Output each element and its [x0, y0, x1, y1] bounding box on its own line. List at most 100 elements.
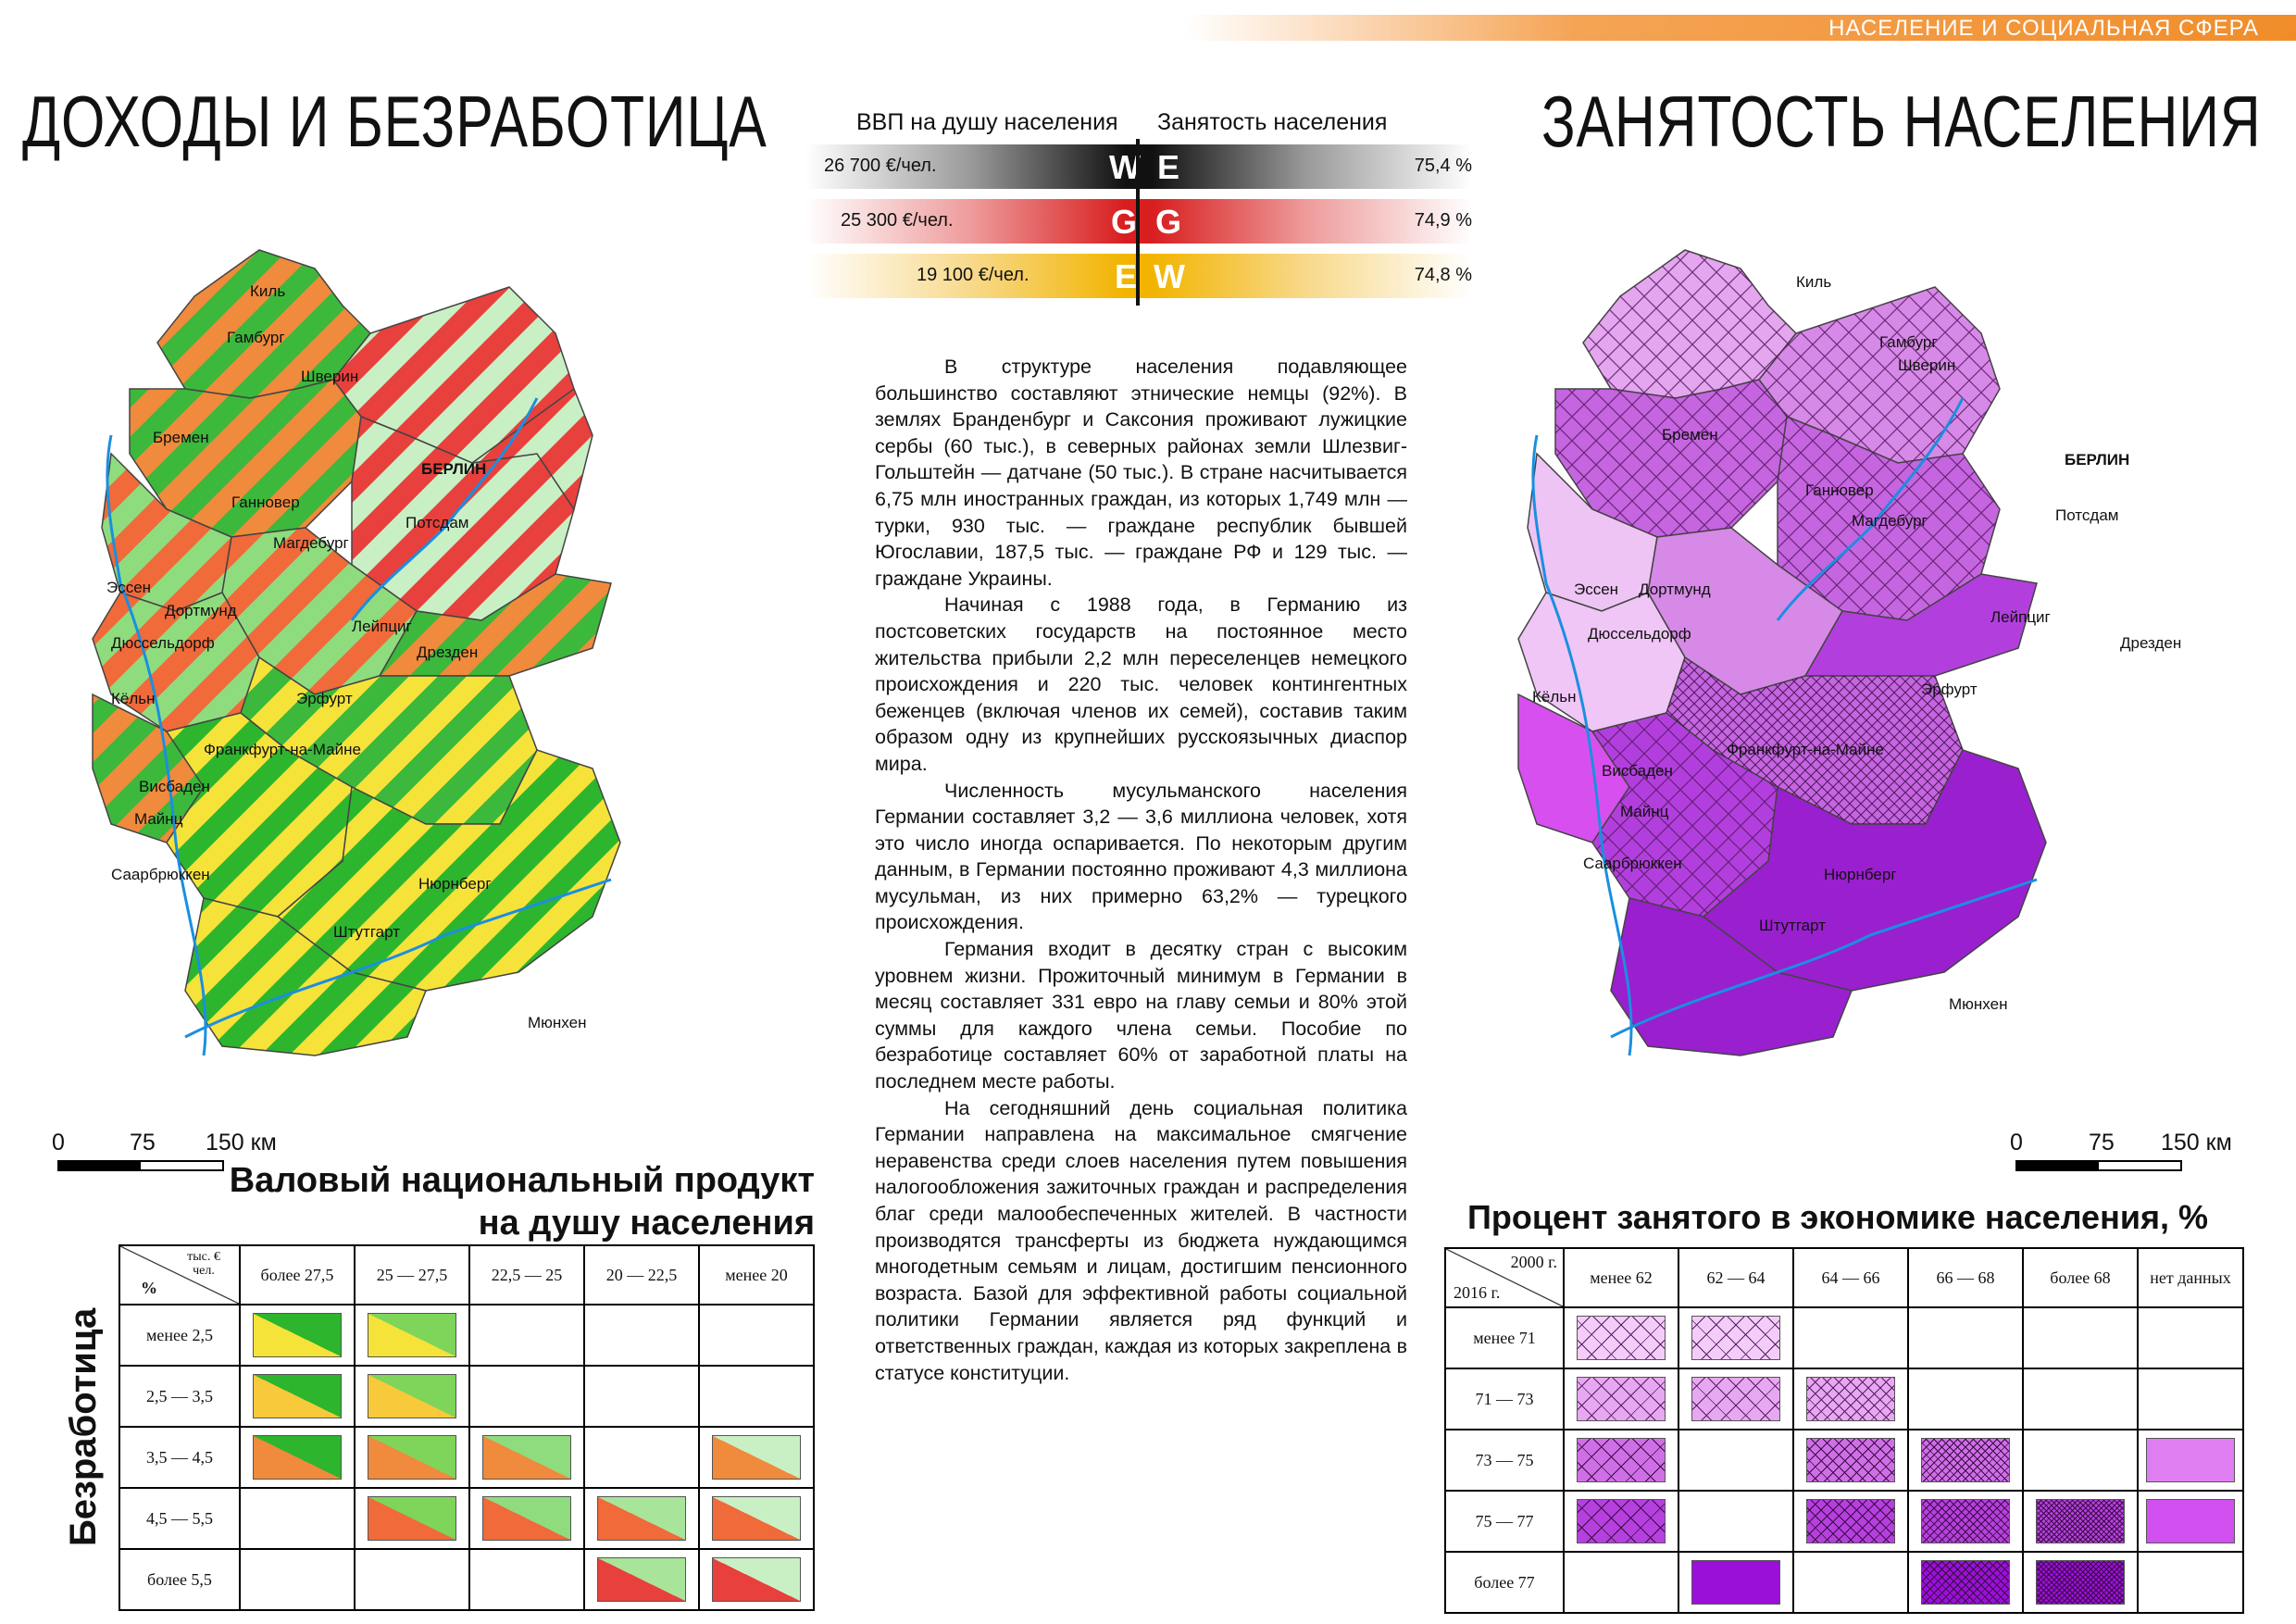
map-city-label: Майнц	[1620, 803, 1669, 820]
map-city-label: Кёльн	[1532, 688, 1577, 706]
right-legend-row-header: менее 71	[1444, 1306, 1565, 1369]
legend-swatch	[482, 1496, 571, 1541]
right-legend-col-header: нет данных	[2137, 1247, 2244, 1308]
legend-swatch	[1806, 1377, 1895, 1421]
left-map-city-labels: Киль Гамбург Шверин Бремен БЕРЛИН Потсда…	[106, 282, 586, 1031]
map-city-label: Дюссельдорф	[111, 634, 215, 652]
map-city-label: Дрезден	[2120, 634, 2181, 652]
legend-swatch	[2146, 1438, 2235, 1482]
left-legend-corner: тыс. € чел. %	[119, 1244, 241, 1305]
map-regions	[92, 249, 621, 1056]
left-legend-title-line1: Валовый национальный продукт	[229, 1161, 815, 1200]
legend-swatch	[712, 1557, 801, 1602]
paragraph-1: В структуре населения подавляющее больши…	[875, 356, 1407, 590]
legend-swatch	[482, 1435, 571, 1480]
compare-emp-3: 74,8 %	[1414, 265, 1472, 285]
paragraph-2: Начиная с 1988 года, в Германию из постс…	[875, 593, 1407, 775]
right-page-title: ЗАНЯТОСТЬ НАСЕЛЕНИЯ	[1541, 81, 2262, 162]
map-city-label: Франкфурт-на-Майне	[1727, 741, 1884, 758]
map-city-label: Дюссельдорф	[1588, 625, 1691, 643]
left-legend-col-header: 20 — 22,5	[583, 1244, 700, 1305]
map-city-label: Штутгарт	[1759, 917, 1826, 934]
legend-swatch	[1691, 1560, 1780, 1605]
map-city-label: Лейпциг	[1990, 608, 2051, 626]
legend-swatch	[597, 1557, 686, 1602]
compare-right-letter-1: E	[1157, 148, 1180, 186]
map-city-label: Франкфурт-на-Майне	[204, 741, 361, 758]
legend-swatch	[1921, 1499, 2010, 1543]
legend-swatch	[368, 1496, 456, 1541]
map-city-label: Ганновер	[1805, 481, 1874, 499]
map-city-label: Саарбрюккен	[1583, 855, 1682, 872]
employment-map: Киль Гамбург Шверин Бремен БЕРЛИН Потсда…	[1517, 249, 2181, 1056]
map-city-label: Гамбург	[227, 329, 285, 346]
compare-right-letter-3: W	[1154, 257, 1185, 295]
map-city-label: Бремен	[153, 429, 209, 446]
legend-swatch	[1806, 1499, 1895, 1543]
left-scale-150: 150 км	[206, 1130, 277, 1156]
compare-left-letter-3: E	[1115, 257, 1138, 295]
left-legend-row-header: 3,5 — 4,5	[119, 1426, 241, 1489]
right-legend-table: 2000 г. 2016 г. менее 62 62 — 64 64 — 66…	[1444, 1247, 2244, 1614]
legend-swatch	[368, 1435, 456, 1480]
map-city-label: Нюрнберг	[418, 875, 492, 893]
compare-gdp-1: 26 700 €/чел.	[824, 156, 937, 176]
map-city-label: Эрфурт	[1921, 681, 1978, 698]
legend-swatch	[1577, 1438, 1666, 1482]
legend-swatch	[597, 1496, 686, 1541]
map-city-label: Дрезден	[417, 643, 478, 661]
map-city-label: Дортмунд	[165, 602, 237, 619]
compare-emp-2: 74,9 %	[1414, 210, 1472, 231]
map-rivers	[1531, 397, 2038, 1056]
compare-gdp-2: 25 300 €/чел.	[841, 210, 954, 231]
legend-swatch	[1921, 1560, 2010, 1605]
compare-right-letter-2: G	[1155, 203, 1182, 241]
map-city-label: Эссен	[1574, 581, 1618, 598]
map-city-label: Мюнхен	[528, 1014, 586, 1031]
right-legend-col-header: менее 62	[1563, 1247, 1679, 1308]
right-legend-corner: 2000 г. 2016 г.	[1444, 1247, 1565, 1308]
right-scale-150: 150 км	[2161, 1130, 2232, 1156]
right-scale-bar	[2015, 1160, 2182, 1171]
section-header-label: НАСЕЛЕНИЕ И СОЦИАЛЬНАЯ СФЕРА	[1828, 16, 2259, 41]
legend-swatch	[368, 1313, 456, 1357]
legend-swatch	[2036, 1499, 2125, 1543]
right-legend-row-header: 73 — 75	[1444, 1429, 1565, 1492]
legend-swatch	[1577, 1377, 1666, 1421]
paragraph-5: На сегодняшний день социальная политика …	[875, 1096, 1407, 1384]
right-legend-col-header: 66 — 68	[1907, 1247, 2024, 1308]
section-header-bar	[1185, 15, 2296, 41]
compare-left-letter-2: G	[1111, 203, 1138, 241]
map-city-label: Мюнхен	[1949, 995, 2007, 1013]
legend-swatch	[1691, 1377, 1780, 1421]
map-city-label: Лейпциг	[352, 618, 412, 635]
map-city-label: Бремен	[1662, 426, 1718, 443]
paragraph-3: Численность мусульманского населения Гер…	[875, 779, 1407, 934]
left-legend-row-header: 2,5 — 3,5	[119, 1365, 241, 1428]
right-legend-row-header: более 77	[1444, 1551, 1565, 1614]
left-legend-table: тыс. € чел. % более 27,5 25 — 27,5 22,5 …	[119, 1244, 815, 1611]
left-page-title: ДОХОДЫ И БЕЗРАБОТИЦА	[22, 81, 767, 162]
map-city-label: Ганновер	[231, 493, 300, 511]
legend-swatch	[1921, 1438, 2010, 1482]
compare-divider	[1136, 139, 1140, 306]
left-legend-row-header: более 5,5	[119, 1548, 241, 1611]
legend-swatch	[2146, 1499, 2235, 1543]
map-city-label: Майнц	[134, 810, 183, 828]
legend-swatch	[1691, 1316, 1780, 1360]
compare-emp-1: 75,4 %	[1414, 156, 1472, 176]
right-scale-0: 0	[2010, 1130, 2023, 1156]
map-hatching	[1555, 250, 2000, 917]
left-legend-row-header: менее 2,5	[119, 1304, 241, 1367]
right-legend-row-header: 71 — 73	[1444, 1368, 1565, 1430]
left-scale-bar	[57, 1160, 224, 1171]
map-city-label: Дортмунд	[1639, 581, 1711, 598]
map-city-label: Эрфурт	[296, 690, 353, 707]
left-legend-col-header: 25 — 27,5	[354, 1244, 470, 1305]
right-legend-col-header: 64 — 66	[1792, 1247, 1909, 1308]
body-text: В структуре населения подавляющее больши…	[875, 354, 1407, 1386]
map-city-label: БЕРЛИН	[421, 460, 486, 478]
map-city-label: Висбаден	[139, 778, 210, 795]
legend-swatch	[253, 1435, 342, 1480]
compare-bars: 26 700 €/чел. W E 75,4 % 25 300 €/чел. G…	[805, 139, 1472, 306]
